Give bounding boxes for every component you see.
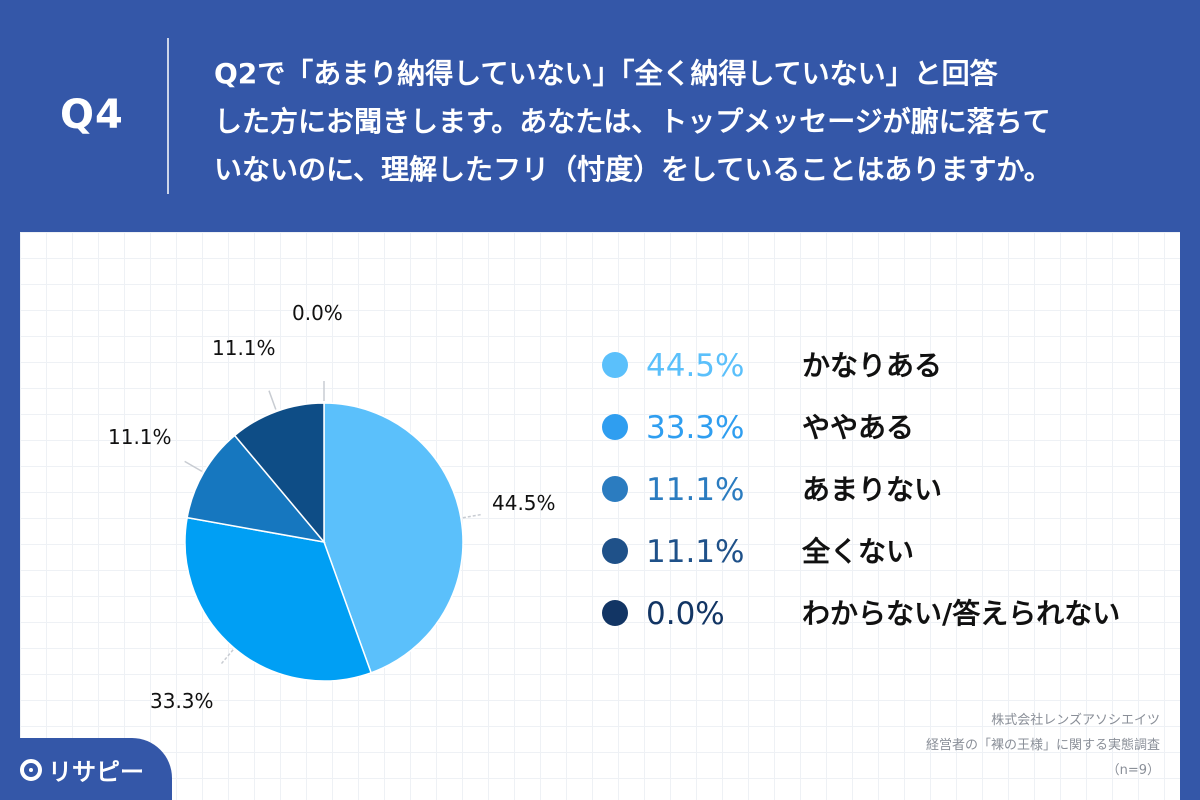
legend-dot bbox=[602, 538, 628, 564]
legend-percent: 0.0% bbox=[646, 596, 725, 632]
legend-label: かなりある bbox=[802, 349, 943, 382]
legend-label: 全くない bbox=[802, 535, 915, 568]
source-note: 株式会社レンズアソシエイツ 経営者の「裸の王様」に関する実態調査 （n=9） bbox=[926, 708, 1160, 783]
pie-slice bbox=[323, 402, 464, 674]
pie-slice bbox=[184, 516, 373, 682]
header-divider bbox=[167, 38, 169, 194]
pie-slice bbox=[233, 402, 325, 545]
data-label: 11.1% bbox=[212, 336, 276, 360]
legend-percent: 44.5% bbox=[646, 348, 745, 384]
sample-size: （n=9） bbox=[1106, 763, 1160, 778]
legend-label: わからない/答えられない bbox=[802, 597, 1121, 630]
legend-percent: 11.1% bbox=[646, 472, 745, 508]
question-text: Q2で「あまり納得していない」「全く納得していない」と回答 した方にお聞きします… bbox=[214, 50, 1174, 194]
legend-dot bbox=[602, 600, 628, 626]
legend-dot bbox=[602, 476, 628, 502]
source-survey: 経営者の「裸の王様」に関する実態調査 bbox=[925, 738, 1160, 753]
data-label: 33.3% bbox=[150, 689, 214, 713]
question-number: Q4 bbox=[60, 92, 124, 138]
legend-percent: 33.3% bbox=[646, 410, 745, 446]
data-label: 44.5% bbox=[492, 491, 556, 515]
legend-dot bbox=[602, 414, 628, 440]
header: Q4 Q2で「あまり納得していない」「全く納得していない」と回答 した方にお聞き… bbox=[0, 0, 1200, 232]
leader-line bbox=[462, 513, 483, 519]
logo: リサピー bbox=[20, 752, 144, 787]
pin-icon bbox=[20, 758, 42, 781]
legend-dot bbox=[602, 352, 628, 378]
legend-label: ややある bbox=[802, 411, 915, 444]
legend-percent: 11.1% bbox=[646, 534, 745, 570]
data-label: 11.1% bbox=[108, 425, 172, 449]
source-company: 株式会社レンズアソシエイツ bbox=[991, 713, 1160, 728]
leader-line bbox=[219, 649, 234, 666]
leader-line bbox=[268, 390, 277, 410]
pie-slice bbox=[186, 434, 326, 544]
legend-label: あまりない bbox=[802, 473, 943, 506]
logo-text: リサピー bbox=[48, 758, 144, 786]
question-line-3: いないのに、理解したフリ（忖度）をしていることはありますか。 bbox=[214, 153, 1052, 186]
leader-line bbox=[184, 460, 203, 473]
question-line-1: Q2で「あまり納得していない」「全く納得していない」と回答 bbox=[214, 57, 998, 90]
data-label: 0.0% bbox=[292, 301, 343, 325]
question-line-2: した方にお聞きします。あなたは、トップメッセージが腑に落ちて bbox=[214, 105, 1051, 138]
